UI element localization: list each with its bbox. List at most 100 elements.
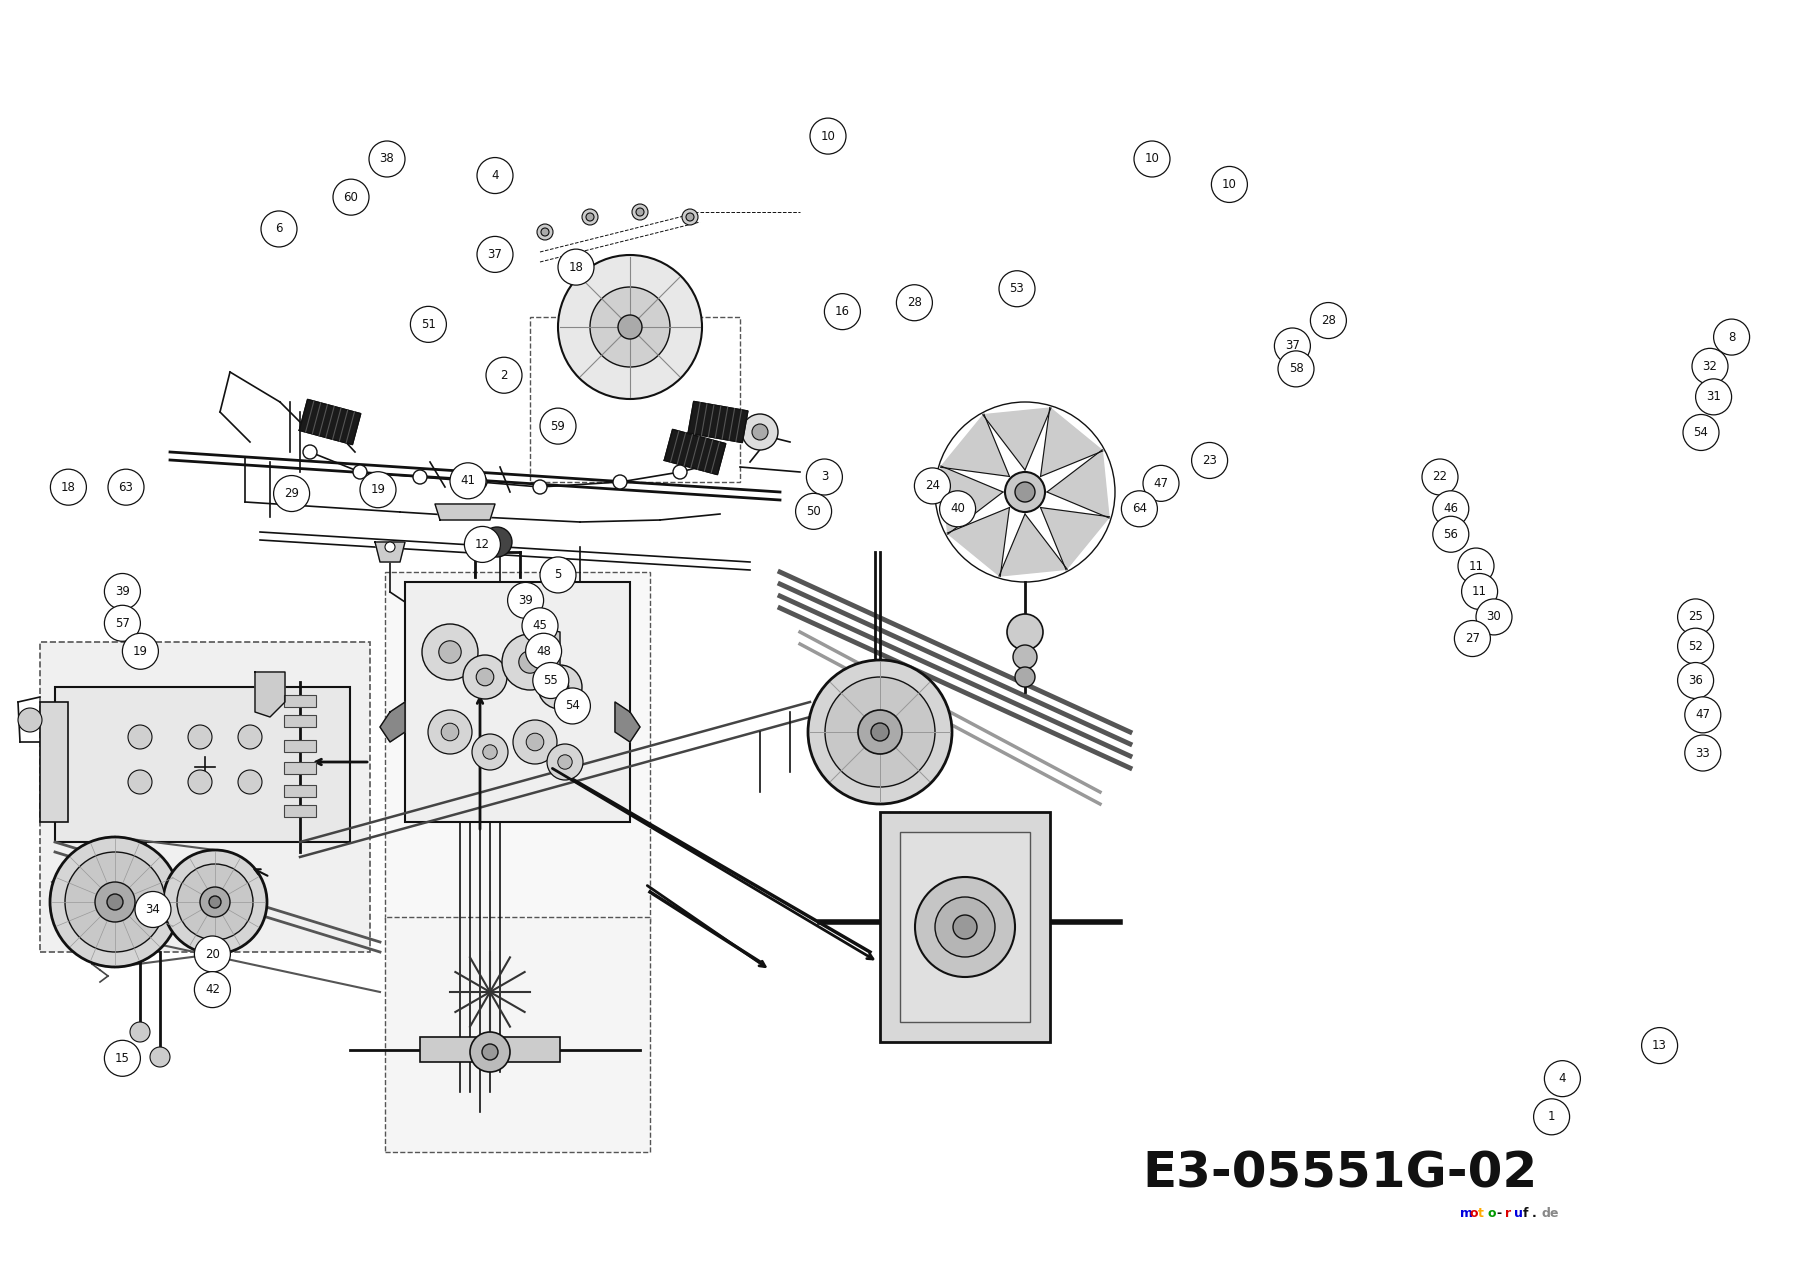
Text: 56: 56 (1444, 528, 1458, 541)
Text: 51: 51 (421, 318, 436, 331)
Circle shape (536, 224, 553, 240)
Bar (529, 317, 740, 482)
Circle shape (1642, 1028, 1678, 1063)
Bar (385, 917, 650, 1152)
Circle shape (914, 876, 1015, 977)
Text: 5: 5 (554, 569, 562, 581)
Text: E3-05551G-02: E3-05551G-02 (1143, 1149, 1537, 1197)
Circle shape (1143, 466, 1179, 501)
Circle shape (274, 476, 310, 511)
Text: 19: 19 (371, 483, 385, 496)
Circle shape (369, 141, 405, 177)
Bar (419, 1037, 560, 1062)
Circle shape (533, 663, 569, 698)
Circle shape (1015, 667, 1035, 687)
Polygon shape (947, 508, 1010, 576)
Circle shape (472, 734, 508, 770)
Text: 20: 20 (205, 948, 220, 960)
Circle shape (353, 466, 367, 480)
Text: 23: 23 (1202, 454, 1217, 467)
Circle shape (952, 915, 977, 939)
Circle shape (1678, 599, 1714, 635)
Circle shape (526, 633, 562, 669)
Circle shape (1476, 599, 1512, 635)
Circle shape (482, 1044, 499, 1060)
Circle shape (796, 494, 832, 529)
Circle shape (1433, 516, 1469, 552)
Circle shape (682, 209, 698, 225)
Text: 18: 18 (569, 261, 583, 273)
Text: 54: 54 (1694, 426, 1708, 439)
Circle shape (412, 469, 427, 485)
Circle shape (581, 209, 598, 225)
Text: o: o (1469, 1207, 1478, 1220)
Circle shape (1015, 482, 1035, 502)
Circle shape (1134, 141, 1170, 177)
Circle shape (673, 466, 688, 480)
Circle shape (200, 887, 230, 917)
Circle shape (859, 710, 902, 754)
Text: 15: 15 (115, 1052, 130, 1065)
Text: 57: 57 (115, 617, 130, 630)
Text: 59: 59 (551, 420, 565, 432)
Circle shape (1310, 303, 1346, 338)
Text: 55: 55 (544, 674, 558, 687)
Text: 64: 64 (1132, 502, 1147, 515)
Text: f: f (1523, 1207, 1528, 1220)
Circle shape (302, 445, 317, 459)
Text: 6: 6 (275, 223, 283, 235)
Circle shape (518, 651, 542, 673)
Circle shape (130, 1021, 149, 1042)
Circle shape (482, 527, 511, 557)
Bar (385, 572, 650, 922)
Circle shape (149, 1047, 169, 1067)
Text: 28: 28 (907, 296, 922, 309)
Bar (284, 695, 317, 707)
Polygon shape (540, 627, 560, 682)
Text: 36: 36 (1688, 674, 1703, 687)
Circle shape (1534, 1099, 1570, 1135)
Text: 31: 31 (1706, 391, 1721, 403)
Circle shape (486, 357, 522, 393)
Circle shape (1714, 319, 1750, 355)
Circle shape (538, 665, 581, 709)
Text: 60: 60 (344, 191, 358, 204)
Circle shape (513, 720, 556, 764)
Circle shape (439, 641, 461, 663)
Circle shape (934, 897, 995, 957)
Text: 2: 2 (500, 369, 508, 382)
Bar (40, 642, 371, 951)
Circle shape (1211, 167, 1247, 202)
Text: 53: 53 (1010, 282, 1024, 295)
Circle shape (632, 204, 648, 220)
Bar (56, 687, 349, 842)
Circle shape (614, 474, 626, 488)
Circle shape (508, 583, 544, 618)
Circle shape (187, 725, 212, 749)
Circle shape (101, 916, 115, 932)
Circle shape (806, 459, 842, 495)
Text: 12: 12 (475, 538, 490, 551)
Circle shape (1422, 459, 1458, 495)
Circle shape (477, 237, 513, 272)
Circle shape (385, 542, 394, 552)
Circle shape (1678, 628, 1714, 664)
Circle shape (1692, 349, 1728, 384)
Text: 11: 11 (1472, 585, 1487, 598)
Polygon shape (616, 702, 641, 742)
Circle shape (209, 895, 221, 908)
Text: e: e (1550, 1207, 1559, 1220)
Text: 27: 27 (1465, 632, 1480, 645)
Text: d: d (1541, 1207, 1550, 1220)
Circle shape (824, 294, 860, 329)
Circle shape (1458, 548, 1494, 584)
Circle shape (502, 633, 558, 689)
Text: 47: 47 (1154, 477, 1168, 490)
Circle shape (752, 424, 769, 440)
Circle shape (238, 770, 263, 794)
Polygon shape (999, 514, 1067, 576)
Circle shape (810, 118, 846, 154)
Text: 37: 37 (488, 248, 502, 261)
Circle shape (1683, 415, 1719, 450)
Bar (40, 702, 68, 822)
